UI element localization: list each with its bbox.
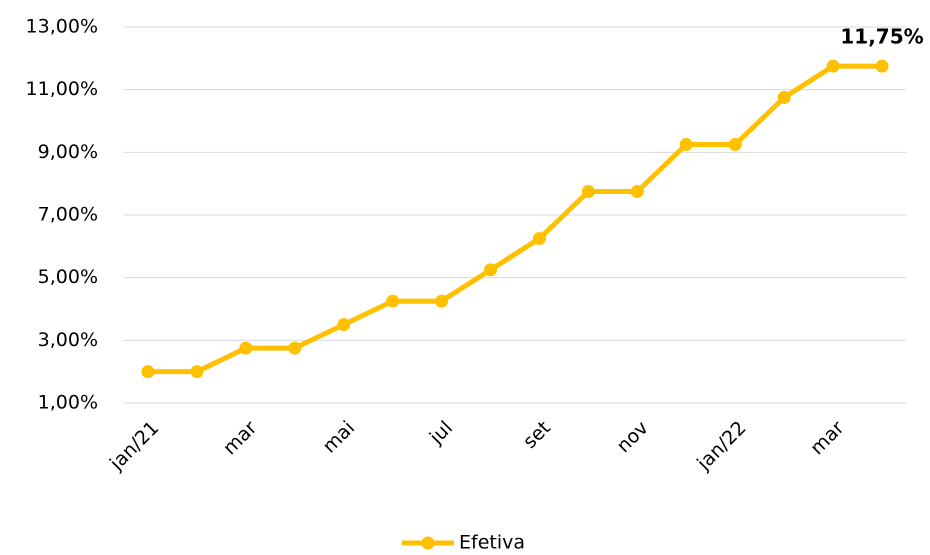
data-point bbox=[435, 294, 449, 308]
x-tick-label: jan/22 bbox=[692, 417, 750, 475]
data-point bbox=[875, 59, 889, 73]
legend-marker bbox=[421, 536, 435, 550]
x-tick-label: mar bbox=[219, 417, 262, 460]
data-point bbox=[679, 138, 693, 151]
data-point bbox=[630, 185, 644, 198]
data-point bbox=[581, 185, 595, 198]
y-tick-label: 1,00% bbox=[38, 392, 98, 414]
data-point bbox=[141, 365, 155, 379]
y-tick-label: 5,00% bbox=[38, 266, 98, 288]
data-point bbox=[337, 318, 351, 332]
data-point bbox=[288, 341, 302, 355]
x-tick-label: set bbox=[519, 417, 555, 453]
data-point bbox=[190, 365, 204, 379]
x-tick-label: mai bbox=[319, 417, 360, 458]
legend-label: Efetiva bbox=[459, 532, 525, 554]
y-tick-label: 7,00% bbox=[38, 204, 98, 226]
series-line bbox=[147, 63, 883, 375]
data-point bbox=[386, 294, 400, 308]
y-tick-label: 11,00% bbox=[26, 78, 98, 100]
data-point bbox=[484, 263, 498, 277]
x-tick-label: jan/21 bbox=[105, 417, 163, 475]
data-point bbox=[532, 232, 546, 245]
x-tick-label: jul bbox=[425, 417, 457, 449]
y-tick-label: 9,00% bbox=[38, 141, 98, 163]
y-tick-label: 3,00% bbox=[38, 329, 98, 351]
x-tick-label: mar bbox=[806, 417, 849, 460]
y-tick-label: 13,00% bbox=[26, 16, 98, 38]
x-tick-label: nov bbox=[613, 417, 653, 457]
data-point bbox=[728, 138, 742, 151]
data-point bbox=[777, 91, 791, 104]
data-point bbox=[826, 59, 840, 73]
data-label: 11,75% bbox=[840, 25, 923, 49]
data-point bbox=[239, 341, 253, 355]
